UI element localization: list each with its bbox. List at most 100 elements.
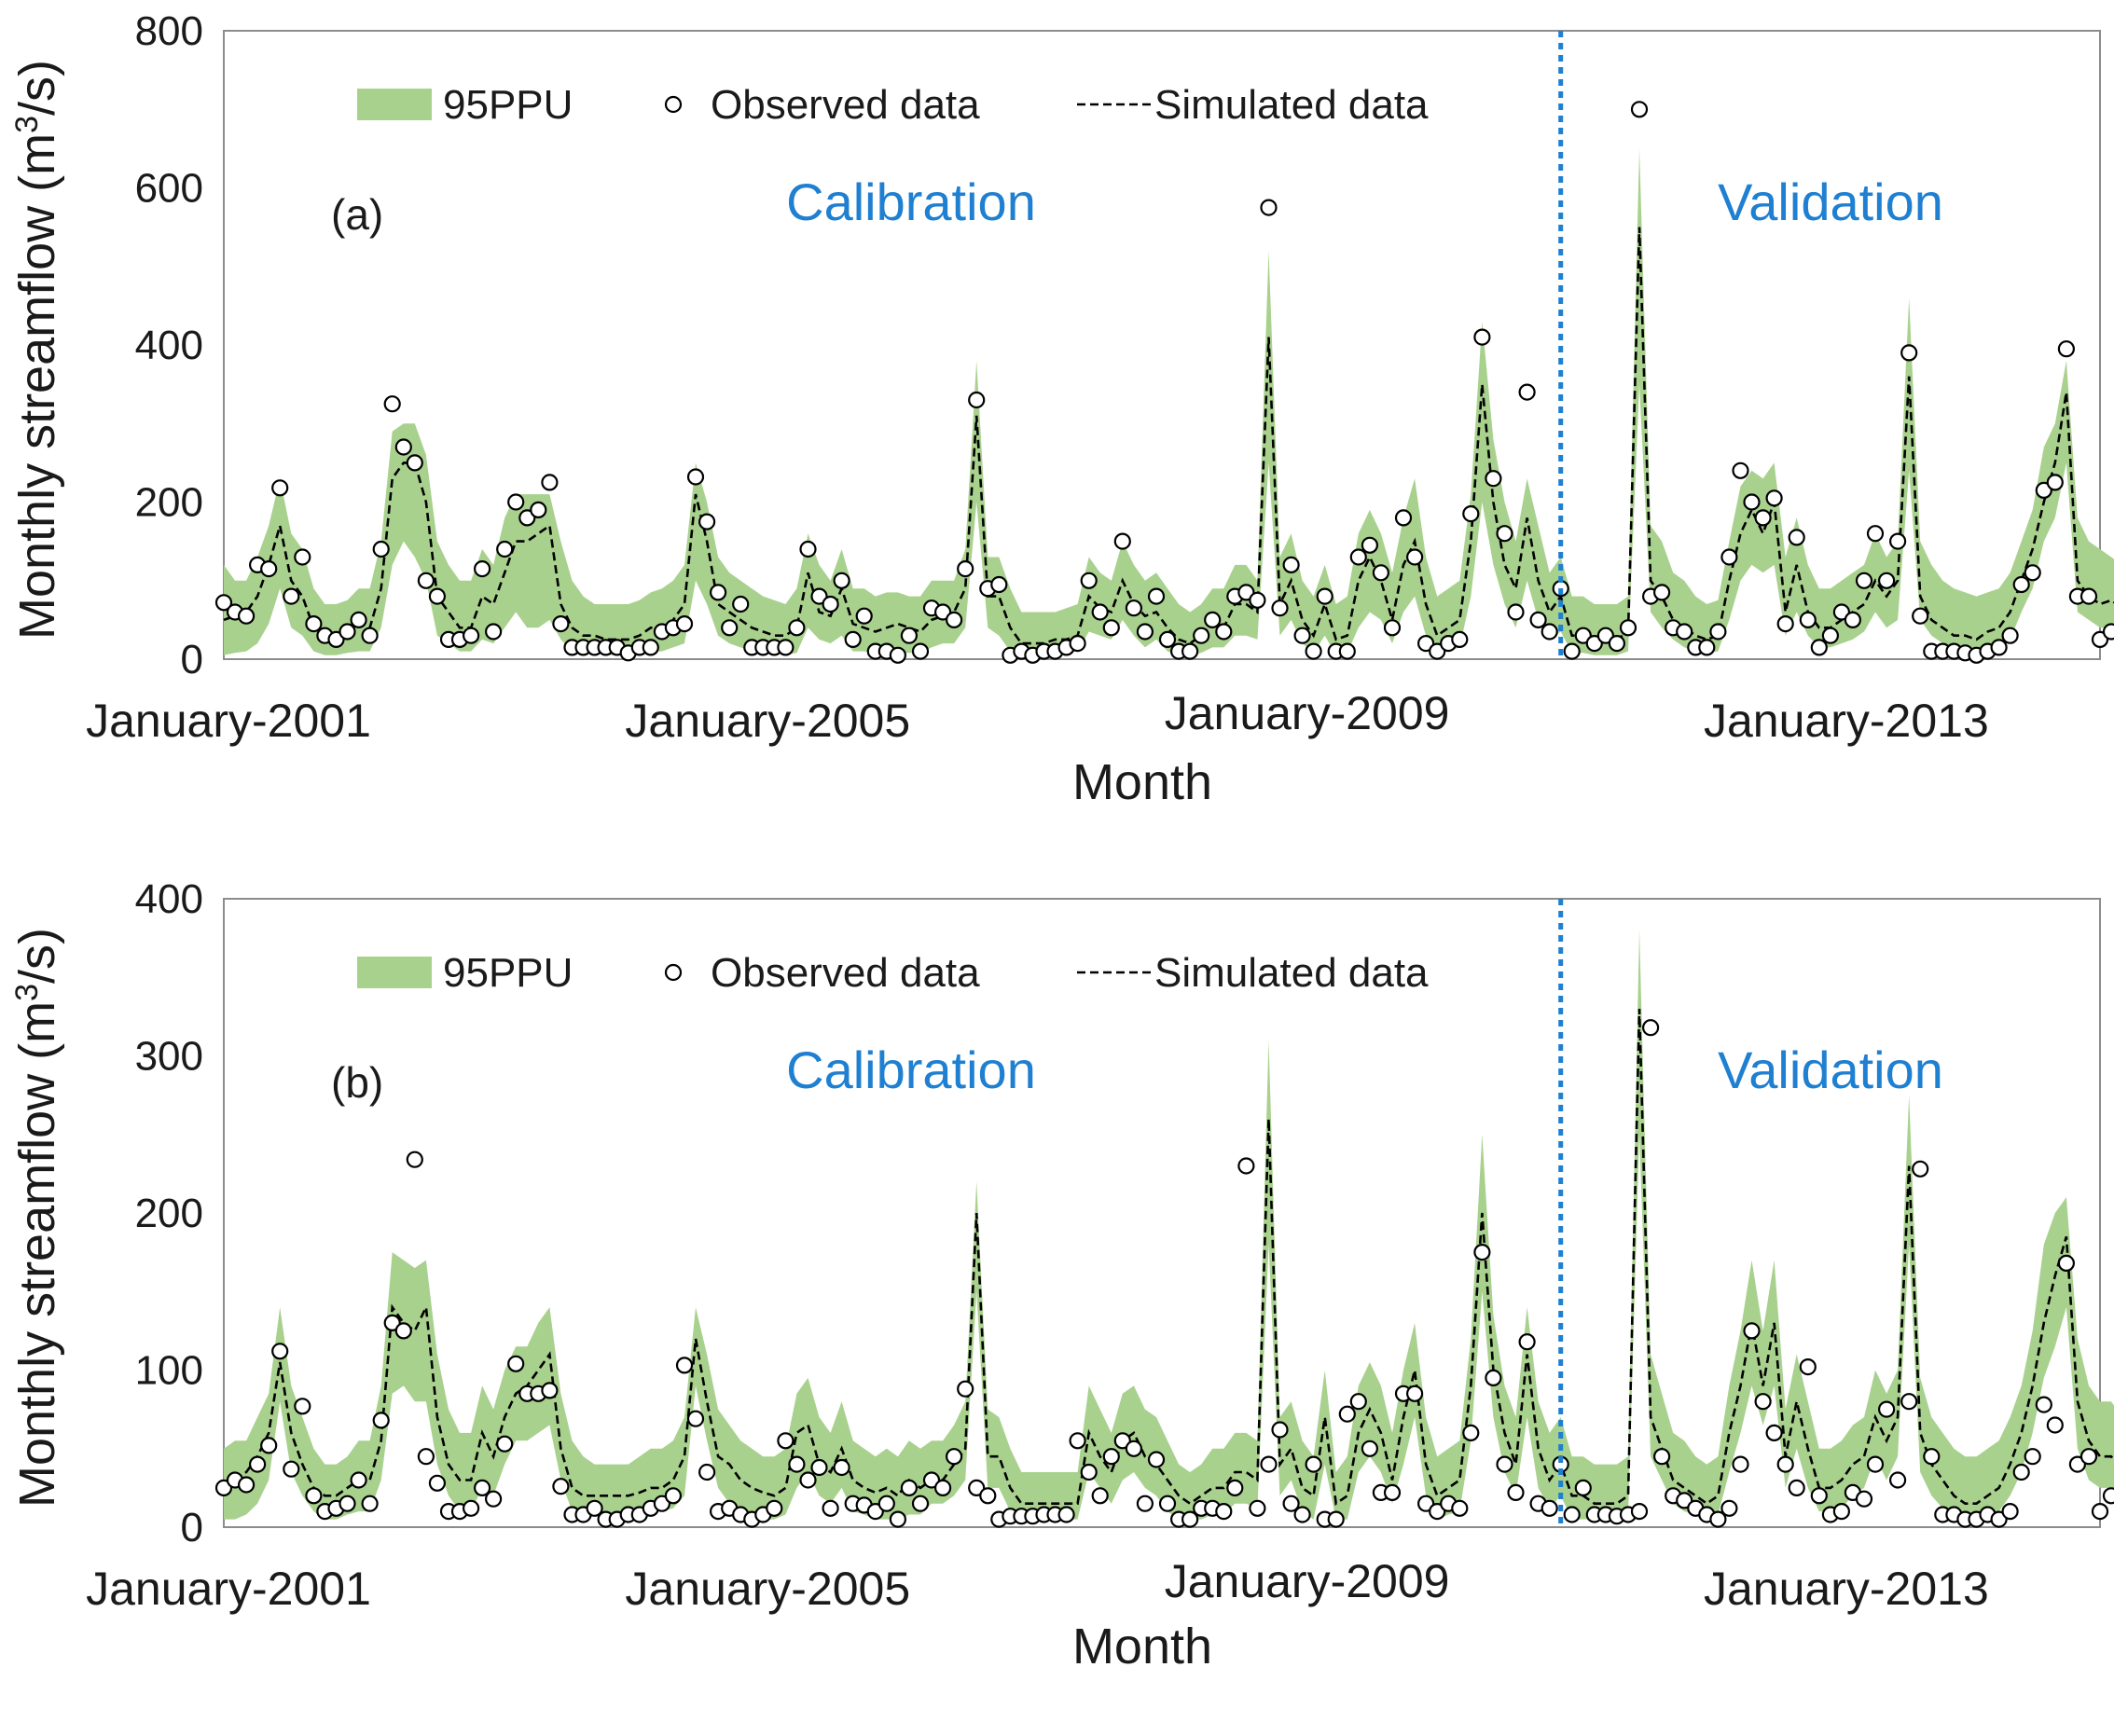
observed-point bbox=[2024, 1448, 2041, 1466]
y-axis-title-tail: /s) bbox=[9, 60, 65, 116]
observed-point bbox=[1237, 1157, 1255, 1175]
y-axis-title-main: Monthly streamflow (m bbox=[9, 133, 65, 640]
observed-point bbox=[1619, 619, 1637, 637]
observed-point bbox=[1743, 493, 1761, 511]
observed-point bbox=[428, 1474, 446, 1492]
observed-point bbox=[283, 587, 300, 605]
observed-point bbox=[2012, 1463, 2030, 1481]
observed-point bbox=[1136, 1495, 1154, 1512]
observed-point bbox=[1237, 584, 1255, 601]
observed-point bbox=[1821, 627, 1840, 644]
observed-point bbox=[1630, 1502, 1649, 1521]
observed-point bbox=[1057, 1506, 1075, 1523]
observed-point bbox=[1810, 1487, 1828, 1505]
x-tick-label: January-2005 bbox=[625, 1563, 910, 1615]
observed-point bbox=[799, 540, 817, 558]
observed-point bbox=[866, 1502, 884, 1521]
observed-point bbox=[2046, 474, 2064, 491]
observed-point bbox=[1271, 1421, 1289, 1439]
observed-point bbox=[1563, 1506, 1581, 1523]
observed-point bbox=[957, 1380, 974, 1398]
observed-point bbox=[238, 607, 256, 625]
observed-point bbox=[1507, 1483, 1525, 1502]
observed-point bbox=[406, 454, 423, 472]
observed-point bbox=[833, 572, 850, 589]
observed-point bbox=[933, 603, 952, 621]
y-tick-label: 600 bbox=[135, 166, 203, 212]
observed-point bbox=[2035, 1396, 2052, 1413]
x-tick-label: January-2005 bbox=[625, 695, 910, 747]
observed-point bbox=[1709, 623, 1727, 641]
observed-point bbox=[1765, 489, 1783, 507]
observed-point bbox=[260, 1437, 278, 1454]
observed-point bbox=[406, 1150, 423, 1168]
observed-point bbox=[1912, 1160, 1929, 1178]
observed-point bbox=[1215, 623, 1233, 641]
observed-point bbox=[1585, 634, 1603, 653]
observed-point bbox=[642, 639, 659, 656]
y-axis-title-main: Monthly streamflow (m bbox=[9, 1001, 65, 1508]
observed-point bbox=[889, 1510, 907, 1528]
observed-point bbox=[1900, 1393, 1918, 1411]
observed-point bbox=[777, 1432, 794, 1450]
observed-point bbox=[799, 1471, 817, 1489]
observed-point bbox=[911, 642, 930, 660]
observed-point bbox=[1429, 642, 1446, 660]
observed-point bbox=[1652, 1448, 1671, 1466]
observed-point bbox=[1383, 619, 1402, 637]
observed-point bbox=[675, 1357, 694, 1374]
observed-point bbox=[496, 1435, 514, 1453]
observed-point bbox=[1282, 1495, 1300, 1512]
observed-point bbox=[1832, 603, 1851, 621]
observed-point bbox=[2091, 630, 2109, 649]
observed-point bbox=[1069, 634, 1086, 653]
observed-point bbox=[1652, 584, 1671, 601]
ppu95-band bbox=[224, 148, 2114, 655]
observed-point bbox=[1507, 603, 1525, 621]
observed-point bbox=[945, 1448, 963, 1466]
observed-point bbox=[271, 479, 289, 497]
observed-point bbox=[1316, 587, 1333, 605]
observed-point bbox=[249, 1455, 267, 1473]
panel-a: 0 200 400 600 800 January-2001 January-2005 Jan… bbox=[9, 8, 2114, 810]
observed-point bbox=[394, 438, 412, 456]
observed-point bbox=[709, 584, 727, 601]
observed-point bbox=[1888, 1471, 1907, 1489]
observed-point bbox=[507, 493, 525, 511]
observed-point bbox=[810, 1458, 828, 1477]
observed-point bbox=[1799, 1357, 1817, 1376]
chart-b: 0 100 200 300 400 January-2001 January-2005 Jan… bbox=[9, 876, 2114, 1674]
observed-point bbox=[1416, 1495, 1435, 1512]
observed-point bbox=[911, 1495, 930, 1512]
y-axis-title: Monthly streamflow (m3/s) bbox=[9, 60, 65, 640]
observed-point bbox=[1462, 504, 1480, 523]
observed-point bbox=[1372, 564, 1390, 582]
observed-point bbox=[1473, 1244, 1491, 1261]
legend-band-swatch bbox=[357, 957, 432, 988]
observed-point bbox=[990, 575, 1008, 594]
observed-point bbox=[855, 607, 873, 625]
observed-point bbox=[2057, 1254, 2075, 1272]
observed-point bbox=[1788, 1479, 1805, 1497]
observed-point bbox=[1608, 634, 1626, 653]
validation-label: Validation bbox=[1718, 1040, 1943, 1099]
observed-point bbox=[1136, 623, 1154, 641]
calibration-label: Calibration bbox=[786, 1040, 1036, 1099]
legend-observed-marker bbox=[664, 95, 683, 114]
legend-simulated-label: Simulated data bbox=[1154, 950, 1429, 996]
observed-point bbox=[1990, 639, 2008, 656]
observed-point bbox=[361, 627, 379, 644]
observed-point bbox=[1147, 587, 1166, 605]
observed-point bbox=[1900, 344, 1918, 362]
observed-point bbox=[350, 1471, 367, 1489]
observed-point bbox=[889, 646, 907, 664]
observed-point bbox=[1158, 1495, 1177, 1512]
observed-point bbox=[1732, 1455, 1749, 1473]
observed-point bbox=[1293, 627, 1311, 644]
observed-point bbox=[541, 1382, 559, 1399]
observed-point bbox=[2001, 1502, 2019, 1521]
legend-band-label: 95PPU bbox=[443, 950, 573, 996]
observed-point bbox=[1596, 627, 1615, 644]
observed-point bbox=[1091, 1487, 1109, 1505]
observed-point bbox=[1776, 614, 1794, 633]
